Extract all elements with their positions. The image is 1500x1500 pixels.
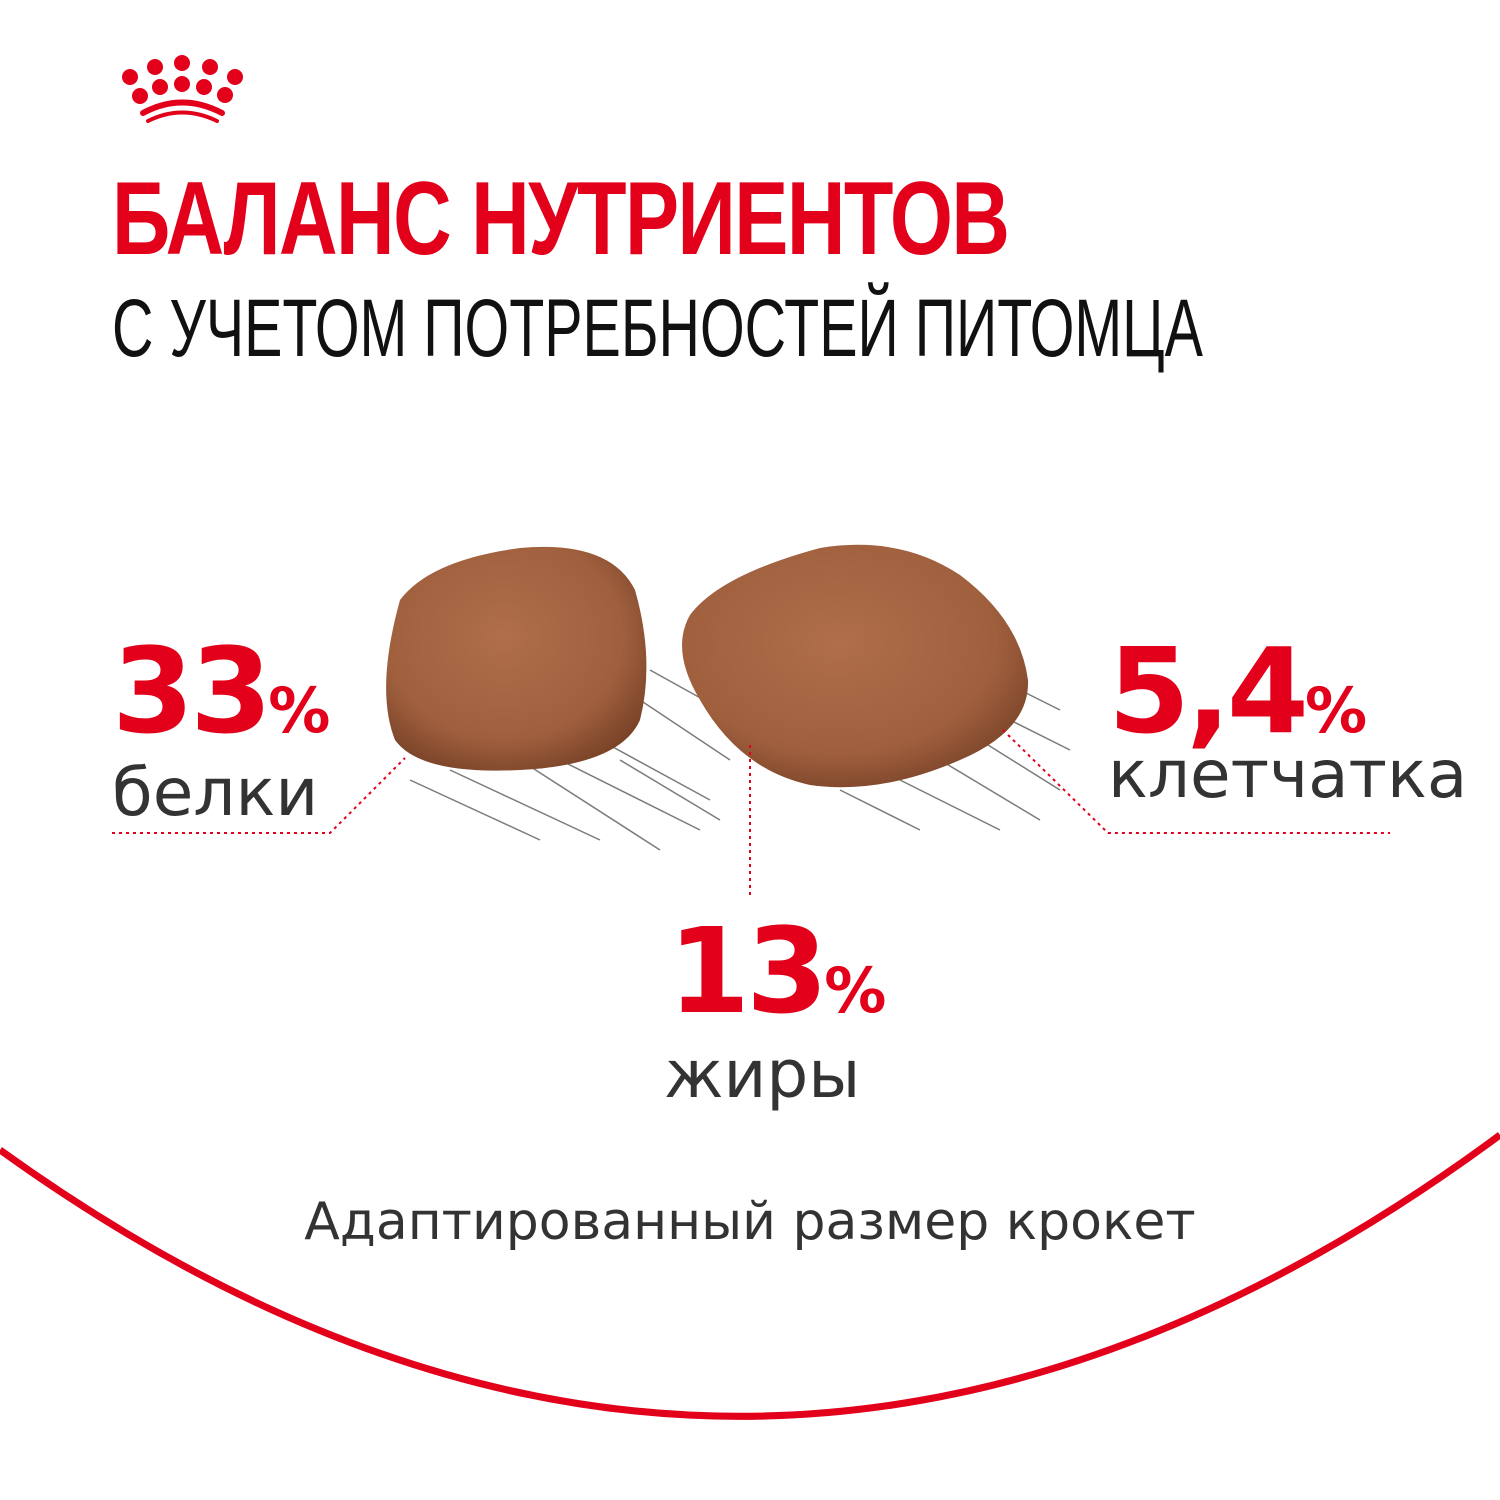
fiber-value: 5,4% — [1108, 622, 1368, 760]
page-title: БАЛАНС НУТРИЕНТОВ — [112, 161, 1010, 277]
protein-value: 33% — [112, 622, 331, 760]
fat-value: 13% — [668, 902, 887, 1040]
kibble-shadow-lines — [409, 669, 1071, 851]
page-subtitle: С УЧЕТОМ ПОТРЕБНОСТЕЙ ПИТОМЦА — [112, 283, 1203, 374]
logo-crown-icon — [122, 55, 243, 123]
fiber-label: клетчатка — [1108, 736, 1468, 813]
kibble-right — [682, 544, 1029, 788]
callout-lines — [112, 729, 1390, 895]
kibble-left — [386, 546, 647, 771]
bottom-arc — [0, 1132, 1500, 1420]
protein-label: белки — [112, 754, 319, 831]
fat-label: жиры — [664, 1036, 861, 1113]
footer-caption: Адаптированный размер крокет — [304, 1192, 1196, 1252]
